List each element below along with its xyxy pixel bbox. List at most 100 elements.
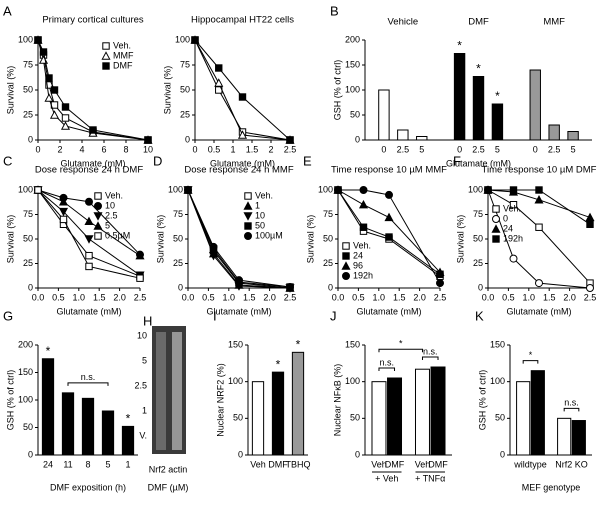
y-tick-label: 100 [18, 184, 33, 194]
x-tick-label: 0 [35, 144, 40, 154]
y-axis-label: Survival (%) [455, 215, 465, 264]
x-tick-label: 0 [192, 144, 197, 154]
line [487, 189, 591, 289]
x-tick-label: DMF [385, 459, 405, 469]
marker [384, 212, 394, 222]
x-tick-label: Veh [250, 459, 266, 469]
marker [435, 267, 445, 277]
marker [135, 250, 145, 260]
legend-marker [492, 215, 500, 223]
legend-marker [243, 201, 253, 210]
y-tick-label: 50 [323, 233, 333, 243]
bar [516, 381, 531, 456]
y-tick-label: 0 [238, 449, 243, 459]
x-tick-label: 11 [63, 459, 72, 469]
legend-marker [244, 192, 252, 200]
marker [238, 93, 247, 101]
marker [359, 223, 368, 231]
marker [184, 186, 192, 194]
lane-label: 5 [142, 355, 147, 365]
legend-label: MMF [113, 50, 134, 60]
x-tick-label: 0 [381, 144, 386, 154]
panel-letter: J [330, 308, 337, 323]
legend-label: 5 [105, 220, 110, 230]
y-tick-label: 0 [178, 282, 183, 292]
y-tick-label: 75 [23, 209, 33, 219]
marker [34, 186, 42, 194]
x-tick-label: 0.5 [352, 292, 365, 302]
x-tick-label: 1.5 [393, 292, 406, 302]
marker [484, 186, 492, 194]
x-tick-label: 2 [268, 144, 273, 154]
marker [39, 48, 48, 56]
y-tick-label: 50 [350, 413, 360, 423]
x-tick-label: DMF [268, 459, 288, 469]
bar [571, 420, 586, 456]
marker [359, 186, 368, 194]
group-label: + Veh [375, 473, 398, 483]
x-tick-label: 1.0 [73, 292, 86, 302]
bar [101, 410, 115, 456]
x-tick-label: 10 [143, 144, 153, 154]
bar [81, 397, 95, 456]
bracket-label: * [529, 350, 533, 360]
y-tick-label: 75 [173, 209, 183, 219]
bar [414, 368, 430, 456]
legend-label: 10 [255, 210, 265, 220]
marker [84, 235, 94, 244]
marker [45, 74, 53, 82]
line [487, 189, 591, 218]
x-tick-label: 2.5 [134, 292, 147, 302]
legend-marker [102, 62, 110, 70]
y-tick-label: 50 [23, 233, 33, 243]
x-tick-label: 2.5 [548, 144, 561, 154]
x-axis-label: Glutamate (mM) [206, 306, 271, 316]
y-tick-label: 75 [180, 59, 190, 69]
x-tick-label: 1 [125, 459, 130, 469]
legend-marker [101, 51, 111, 60]
legend-marker [492, 205, 500, 213]
panel-letter: B [330, 3, 339, 18]
marker [509, 254, 518, 263]
line [337, 189, 441, 275]
bracket [67, 382, 109, 386]
bar [397, 129, 409, 141]
chart-title: Hippocampal HT22 cells [191, 15, 294, 26]
bracket-label: n.s. [379, 357, 394, 367]
marker [385, 233, 393, 241]
x-axis-label: Glutamate (mM) [356, 306, 421, 316]
significance: * [276, 357, 281, 371]
group-label: DMF [468, 17, 489, 28]
x-tick-label: DMF [428, 459, 448, 469]
y-tick-label: 0 [28, 449, 33, 459]
x-tick-label: 2.0 [113, 292, 126, 302]
y-axis-label: GSH (% of ctrl) [477, 370, 487, 431]
y-tick-label: 100 [490, 376, 505, 386]
bracket [522, 360, 539, 364]
bracket-label: n.s. [423, 346, 438, 356]
legend-label: 0.5µM [105, 230, 130, 240]
x-tick-label: 2.5 [434, 292, 447, 302]
y-axis-label: Survival (%) [162, 66, 172, 115]
lane-label: V. [139, 430, 147, 440]
marker [586, 284, 594, 292]
marker [84, 216, 94, 226]
y-axis-label: GSH (% of ctrl) [5, 370, 15, 431]
legend-marker [244, 222, 252, 230]
bar [472, 76, 485, 141]
line [337, 189, 441, 277]
y-tick-label: 75 [23, 59, 33, 69]
legend-marker [491, 224, 501, 233]
y-tick-label: 25 [173, 258, 183, 268]
legend-marker [244, 232, 252, 240]
marker [214, 78, 224, 87]
marker [60, 121, 71, 130]
y-tick-label: 100 [18, 34, 33, 44]
bracket [421, 356, 439, 360]
group-label: + TNFα [415, 473, 445, 483]
panel-letter: K [475, 308, 484, 323]
y-tick-label: 150 [228, 339, 243, 349]
legend-marker [94, 192, 102, 200]
y-tick-label: 100 [175, 34, 190, 44]
x-tick-label: 1.5 [543, 292, 556, 302]
